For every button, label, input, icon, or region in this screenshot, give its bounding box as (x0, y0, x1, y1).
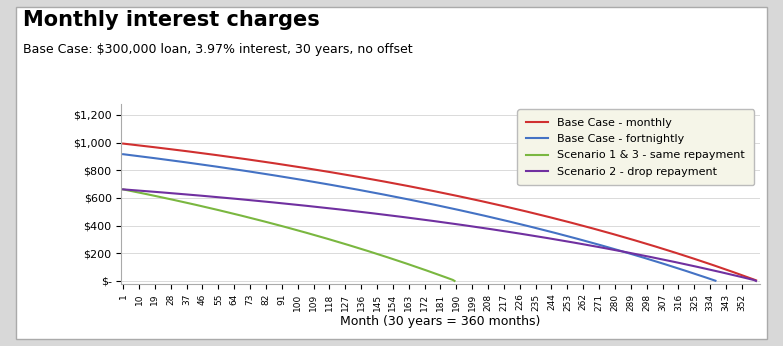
Scenario 1 & 3 - same repayment (450, 279, 460, 283)
Base Case - monthly (339, 172, 348, 176)
Scenario 2 - drop repayment (339, 208, 348, 212)
Scenario 1 & 3 - same repayment (184, 201, 193, 205)
Legend: Base Case - monthly, Base Case - fortnightly, Scenario 1 & 3 - same repayment, S: Base Case - monthly, Base Case - fortnig… (518, 109, 754, 185)
Base Case - monthly (196, 151, 205, 155)
Base Case - fortnightly (131, 154, 140, 158)
Scenario 2 - drop repayment (196, 193, 205, 198)
Scenario 1 & 3 - same repayment (379, 254, 388, 258)
Scenario 1 & 3 - same repayment (118, 187, 128, 191)
Scenario 2 - drop repayment (716, 270, 725, 274)
Base Case - fortnightly (445, 206, 454, 210)
Base Case - fortnightly (589, 241, 598, 245)
Base Case - fortnightly (301, 179, 311, 183)
Scenario 2 - drop repayment (328, 207, 337, 211)
Base Case - fortnightly (711, 279, 720, 283)
X-axis label: Month (30 years = 360 months): Month (30 years = 360 months) (341, 315, 540, 328)
Scenario 1 & 3 - same repayment (171, 198, 181, 202)
Line: Base Case - monthly: Base Case - monthly (123, 144, 756, 280)
Scenario 2 - drop repayment (395, 215, 405, 219)
Line: Scenario 1 & 3 - same repayment: Scenario 1 & 3 - same repayment (123, 189, 455, 281)
Scenario 2 - drop repayment (307, 204, 316, 208)
Scenario 1 & 3 - same repayment (337, 241, 346, 245)
Base Case - monthly (118, 142, 128, 146)
Base Case - monthly (751, 278, 760, 282)
Line: Scenario 2 - drop repayment: Scenario 2 - drop repayment (123, 189, 756, 281)
Base Case - fortnightly (570, 236, 579, 240)
Scenario 2 - drop repayment (751, 279, 760, 283)
Text: Monthly interest charges: Monthly interest charges (23, 10, 320, 30)
Text: Base Case: $300,000 loan, 3.97% interest, 30 years, no offset: Base Case: $300,000 loan, 3.97% interest… (23, 43, 413, 56)
Line: Base Case - fortnightly: Base Case - fortnightly (123, 154, 716, 281)
Base Case - monthly (328, 171, 337, 175)
Base Case - monthly (307, 167, 316, 171)
Scenario 2 - drop repayment (118, 187, 128, 191)
Base Case - monthly (395, 182, 405, 186)
Base Case - monthly (716, 266, 725, 270)
Base Case - fortnightly (118, 152, 128, 156)
Base Case - fortnightly (582, 239, 591, 244)
Scenario 1 & 3 - same repayment (367, 250, 377, 254)
Scenario 1 & 3 - same repayment (244, 215, 253, 219)
